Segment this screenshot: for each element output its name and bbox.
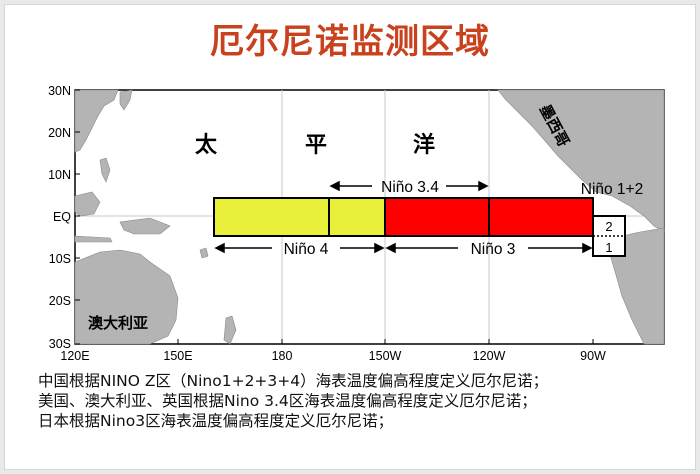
page-title: 厄尔尼诺监测区域 — [210, 22, 490, 62]
philippines-land — [99, 157, 111, 183]
y-tick-label: 10N — [48, 168, 71, 182]
y-tick-label: 10S — [49, 252, 71, 266]
new-guinea-land — [119, 217, 171, 235]
y-tick-label: 30N — [48, 84, 71, 98]
nino34-label: Niño 3.4 — [381, 179, 439, 196]
y-tick-label: 30S — [49, 337, 71, 351]
y-tick-label: 20S — [49, 294, 71, 308]
y-tick-label: 20N — [48, 126, 71, 140]
landmasses — [74, 89, 665, 345]
nino3-label: Niño 3 — [471, 241, 516, 258]
nino4-arrows — [214, 242, 385, 254]
asia-land — [74, 89, 119, 153]
box1-label: 1 — [605, 240, 612, 255]
borneo-land — [74, 191, 101, 217]
nino34-arrows — [329, 180, 489, 192]
x-tick-label: 150W — [369, 349, 402, 363]
axis-ticks — [75, 89, 594, 345]
australia-label: 澳大利亚 — [88, 314, 148, 332]
nino3-arrows — [385, 242, 593, 254]
note-usa: 美国、澳大利亚、英国根据Nino 3.4区海表温度偏高程度定义厄尔尼诺； — [38, 392, 537, 410]
pacific-label-2: 平 — [305, 133, 327, 158]
australia-land — [74, 249, 179, 345]
x-tick-label: 120E — [60, 349, 89, 363]
pacific-label-1: 太 — [195, 133, 218, 158]
new-zealand-land — [223, 315, 237, 345]
note-china: 中国根据NINO Z区（Nino1+2+3+4）海表温度偏高程度定义厄尔尼诺； — [38, 372, 549, 390]
notes: 中国根据NINO Z区（Nino1+2+3+4）海表温度偏高程度定义厄尔尼诺； … — [38, 371, 678, 431]
y-tick-label: EQ — [53, 210, 71, 224]
pacific-label-3: 洋 — [413, 132, 435, 158]
fiji-land — [199, 247, 209, 259]
x-tick-label: 90W — [580, 349, 606, 363]
java-land — [74, 235, 113, 243]
box2-label: 2 — [605, 219, 612, 234]
note-japan: 日本根据Nino3区海表温度偏高程度定义厄尔尼诺； — [38, 412, 394, 430]
nino34-box — [328, 197, 490, 237]
x-tick-label: 150E — [163, 349, 192, 363]
nino4-label: Niño 4 — [284, 241, 329, 258]
nino12-label: Niño 1+2 — [581, 181, 643, 198]
japan-land — [119, 89, 133, 111]
x-tick-label: 120W — [473, 349, 506, 363]
x-tick-label: 180 — [272, 349, 293, 363]
nino4-box — [213, 197, 386, 237]
